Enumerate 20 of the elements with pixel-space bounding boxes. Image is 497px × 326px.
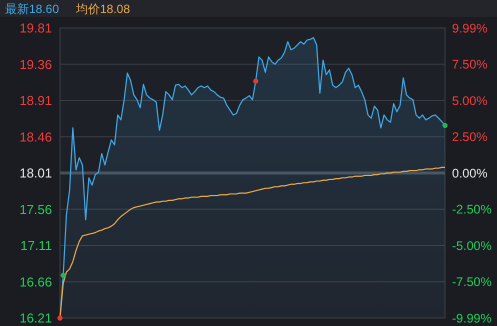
y2-tick-label: 9.99% bbox=[452, 21, 488, 36]
y-tick-label: 18.46 bbox=[19, 129, 52, 144]
y-tick-label: 18.91 bbox=[19, 93, 52, 108]
y-tick-label: 18.01 bbox=[19, 166, 52, 181]
y2-tick-label: 0.00% bbox=[452, 166, 488, 180]
y-tick-label: 16.66 bbox=[19, 274, 52, 290]
y2-tick-label: -5.00% bbox=[452, 238, 492, 253]
y2-tick-label: 5.00% bbox=[452, 94, 488, 108]
y2-tick-label: -7.50% bbox=[452, 275, 492, 290]
text: 最新18.60 bbox=[5, 2, 60, 16]
y-tick-label: 17.56 bbox=[19, 202, 52, 217]
y2-tick-label: 7.50% bbox=[452, 58, 488, 72]
y2-tick-label: -2.50% bbox=[452, 202, 492, 217]
text: 均价18.08 bbox=[75, 2, 130, 16]
y-tick-label: 19.36 bbox=[19, 56, 52, 72]
y-tick-label: 16.21 bbox=[19, 310, 52, 326]
y-tick-label: 17.11 bbox=[20, 238, 52, 254]
y2-tick-label: 2.50% bbox=[452, 130, 488, 144]
y-tick-label: 19.81 bbox=[19, 20, 52, 36]
y2-tick-label: -9.99% bbox=[452, 311, 492, 326]
